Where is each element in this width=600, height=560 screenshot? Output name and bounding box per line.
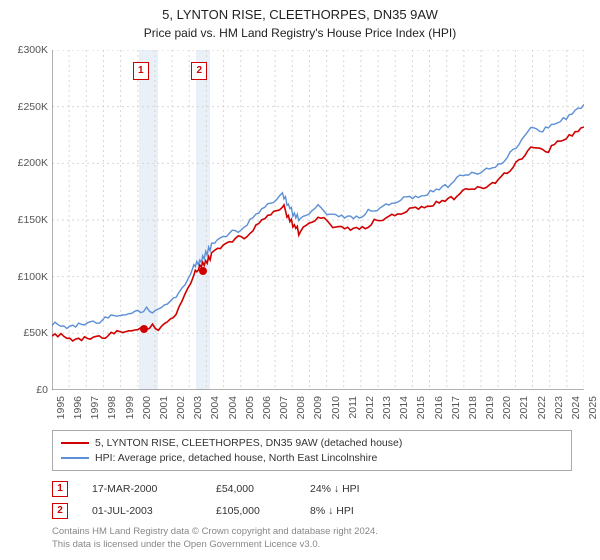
x-tick-label: 2006 [261, 396, 273, 419]
x-tick-label: 1998 [106, 396, 118, 419]
y-tick-label: £100K [0, 271, 48, 283]
y-tick-label: £250K [0, 101, 48, 113]
legend: 5, LYNTON RISE, CLEETHORPES, DN35 9AW (d… [52, 430, 572, 471]
x-tick-label: 2025 [587, 396, 599, 419]
x-tick-label: 2017 [450, 396, 462, 419]
x-tick-label: 2014 [398, 396, 410, 419]
event-marker-box: 1 [133, 62, 149, 80]
event-delta: 24% ↓ HPI [310, 483, 410, 495]
y-tick-label: £200K [0, 157, 48, 169]
events-table: 1 17-MAR-2000 £54,000 24% ↓ HPI 2 01-JUL-2003… [52, 478, 572, 522]
event-price: £105,000 [216, 505, 286, 517]
x-tick-label: 1996 [72, 396, 84, 419]
x-tick-label: 1995 [55, 396, 67, 419]
footer-line: Contains HM Land Registry data © Crown c… [52, 526, 572, 539]
x-tick-label: 2024 [570, 396, 582, 419]
x-tick-label: 2004 [209, 396, 221, 419]
legend-item: HPI: Average price, detached house, Nort… [61, 451, 563, 466]
event-row: 1 17-MAR-2000 £54,000 24% ↓ HPI [52, 478, 572, 500]
y-tick-label: £150K [0, 214, 48, 226]
x-tick-label: 2001 [158, 396, 170, 419]
event-id-box: 1 [52, 481, 68, 497]
x-tick-label: 2007 [278, 396, 290, 419]
x-tick-label: 2002 [175, 396, 187, 419]
chart-plot-area: £0£50K£100K£150K£200K£250K£300K199519961… [52, 50, 584, 390]
x-tick-label: 2000 [141, 396, 153, 419]
x-tick-label: 2013 [381, 396, 393, 419]
event-row: 2 01-JUL-2003 £105,000 8% ↓ HPI [52, 500, 572, 522]
x-tick-label: 2020 [501, 396, 513, 419]
x-tick-label: 2008 [295, 396, 307, 419]
x-tick-label: 2004 [227, 396, 239, 419]
chart-subtitle: Price paid vs. HM Land Registry's House … [0, 24, 600, 40]
chart-svg [52, 50, 584, 390]
x-tick-label: 2016 [433, 396, 445, 419]
x-tick-label: 1999 [124, 396, 136, 419]
x-tick-label: 2012 [364, 396, 376, 419]
x-tick-label: 2003 [192, 396, 204, 419]
legend-label: 5, LYNTON RISE, CLEETHORPES, DN35 9AW (d… [95, 436, 402, 451]
x-tick-label: 2023 [553, 396, 565, 419]
event-id-box: 2 [52, 503, 68, 519]
event-date: 01-JUL-2003 [92, 505, 192, 517]
x-tick-label: 2005 [244, 396, 256, 419]
footer-line: This data is licensed under the Open Gov… [52, 539, 572, 552]
legend-label: HPI: Average price, detached house, Nort… [95, 451, 377, 466]
event-marker-box: 2 [191, 62, 207, 80]
legend-item: 5, LYNTON RISE, CLEETHORPES, DN35 9AW (d… [61, 436, 563, 451]
footer-attribution: Contains HM Land Registry data © Crown c… [52, 526, 572, 552]
event-date: 17-MAR-2000 [92, 483, 192, 495]
x-tick-label: 2019 [484, 396, 496, 419]
event-delta: 8% ↓ HPI [310, 505, 410, 517]
legend-swatch [61, 442, 89, 444]
event-marker-dot [140, 325, 148, 333]
x-tick-label: 2021 [518, 396, 530, 419]
chart-title: 5, LYNTON RISE, CLEETHORPES, DN35 9AW [0, 0, 600, 24]
x-tick-label: 2015 [415, 396, 427, 419]
x-tick-label: 2011 [347, 396, 359, 419]
x-tick-label: 2022 [536, 396, 548, 419]
y-tick-label: £50K [0, 327, 48, 339]
event-marker-dot [199, 267, 207, 275]
series-hpi [52, 104, 584, 328]
x-tick-label: 1997 [89, 396, 101, 419]
x-tick-label: 2009 [312, 396, 324, 419]
x-tick-label: 2018 [467, 396, 479, 419]
y-tick-label: £300K [0, 44, 48, 56]
x-tick-label: 2010 [330, 396, 342, 419]
legend-swatch [61, 457, 89, 459]
event-price: £54,000 [216, 483, 286, 495]
series-property [52, 127, 584, 341]
y-tick-label: £0 [0, 384, 48, 396]
